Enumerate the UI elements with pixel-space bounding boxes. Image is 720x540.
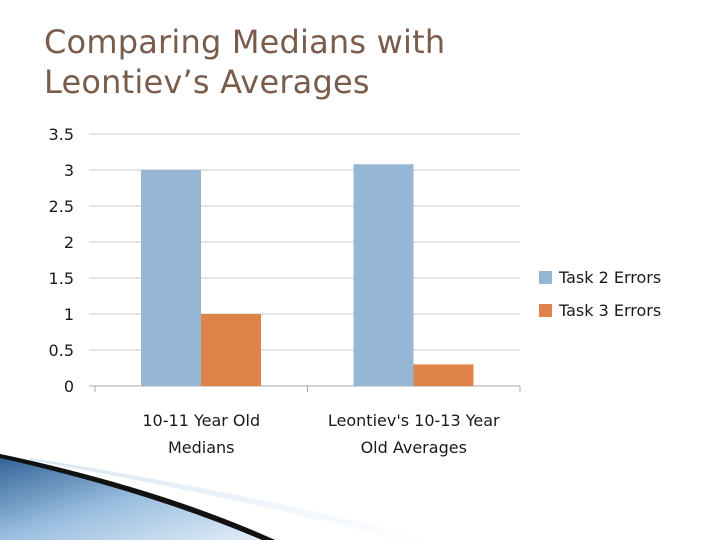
legend-swatch xyxy=(539,271,552,284)
x-category-label: Medians xyxy=(168,438,235,457)
y-tick-label: 2 xyxy=(64,233,74,252)
y-tick-label: 2.5 xyxy=(49,197,74,216)
y-tick-label: 3.5 xyxy=(49,125,74,144)
y-tick-label: 3 xyxy=(64,161,74,180)
bar xyxy=(413,364,474,386)
bar xyxy=(141,170,201,386)
legend-label: Task 2 Errors xyxy=(558,268,661,287)
x-category-label: Leontiev's 10-13 Year xyxy=(328,411,500,430)
bar xyxy=(201,314,261,386)
legend-label: Task 3 Errors xyxy=(558,301,661,320)
y-tick-label: 0 xyxy=(64,377,74,396)
decorative-swoosh xyxy=(0,454,430,540)
x-category-label: Old Averages xyxy=(361,438,467,457)
y-tick-label: 0.5 xyxy=(49,341,74,360)
y-tick-label: 1 xyxy=(64,305,74,324)
legend-swatch xyxy=(539,304,552,317)
swoosh-band-dark xyxy=(0,454,275,540)
x-category-label: 10-11 Year Old xyxy=(142,411,260,430)
swoosh-band-faint xyxy=(30,458,430,540)
slide-title-line-2: Leontiev’s Averages xyxy=(44,63,370,101)
y-tick-label: 1.5 xyxy=(49,269,74,288)
slide-title: Comparing Medians with Leontiev’s Averag… xyxy=(44,22,445,102)
bar xyxy=(353,164,414,386)
slide-title-line-1: Comparing Medians with xyxy=(44,23,446,61)
